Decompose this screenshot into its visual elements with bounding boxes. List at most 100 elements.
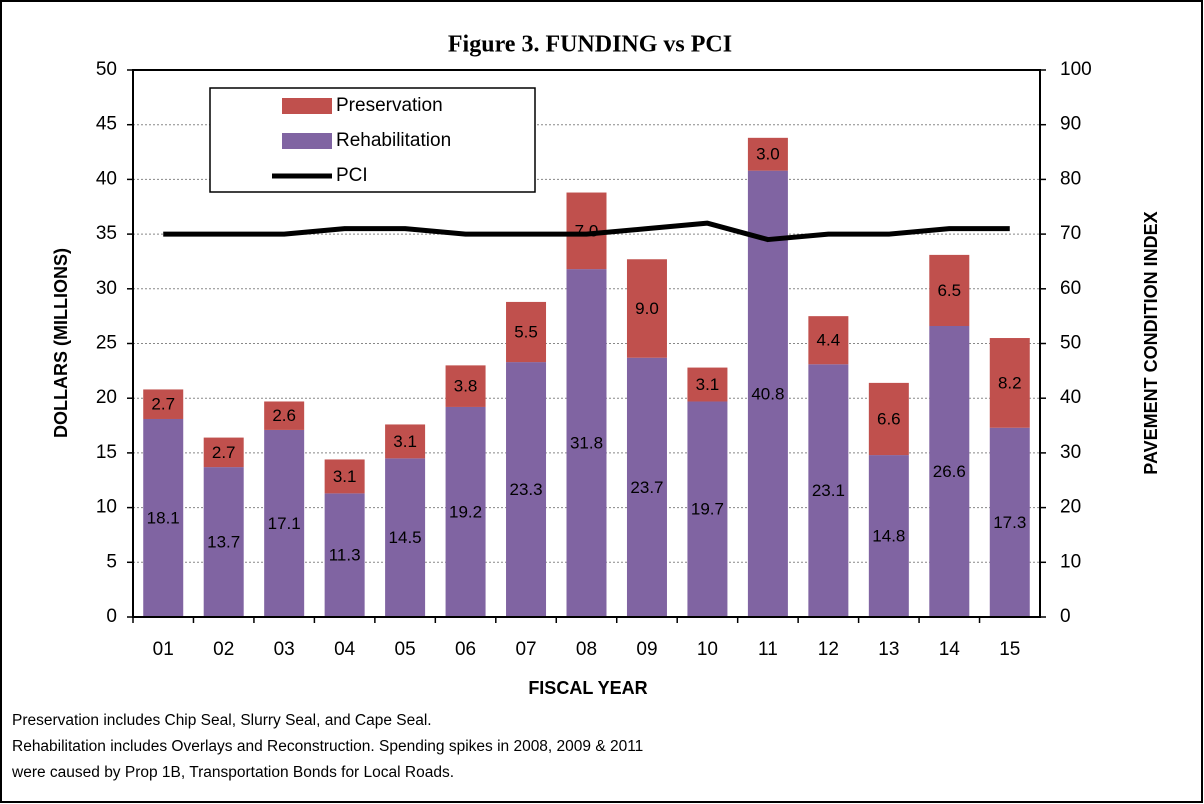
data-label: 7.0 bbox=[575, 221, 599, 240]
bar-segment bbox=[929, 325, 970, 617]
data-label: 13.7 bbox=[207, 533, 240, 552]
bar-segment bbox=[747, 170, 788, 617]
y-tick-label: 35 bbox=[96, 223, 117, 244]
data-label: 2.7 bbox=[151, 395, 175, 414]
note: were caused by Prop 1B, Transportation B… bbox=[11, 764, 454, 781]
note: Preservation includes Chip Seal, Slurry … bbox=[12, 712, 432, 729]
x-axis-label: FISCAL YEAR bbox=[528, 678, 647, 698]
bar-segment bbox=[626, 259, 667, 358]
data-label: 5.5 bbox=[514, 322, 538, 341]
data-label: 3.0 bbox=[756, 145, 780, 164]
x-tick-label: 09 bbox=[636, 639, 657, 660]
x-tick-label: 07 bbox=[515, 639, 536, 660]
y2-tick-label: 80 bbox=[1060, 168, 1081, 189]
y-tick-label: 45 bbox=[96, 114, 117, 135]
data-label: 2.6 bbox=[272, 406, 296, 425]
data-label: 26.6 bbox=[933, 462, 966, 481]
y-tick-label: 40 bbox=[96, 168, 117, 189]
x-tick-label: 06 bbox=[455, 639, 476, 660]
data-label: 3.1 bbox=[393, 432, 417, 451]
data-label: 9.0 bbox=[635, 299, 659, 318]
legend-label: Preservation bbox=[336, 95, 443, 116]
x-tick-label: 03 bbox=[274, 639, 295, 660]
data-label: 17.1 bbox=[268, 514, 301, 533]
y-axis-label: DOLLARS (MILLIONS) bbox=[51, 248, 71, 438]
y-tick-label: 20 bbox=[96, 387, 117, 408]
bar-segment bbox=[747, 137, 788, 171]
data-label: 3.1 bbox=[333, 467, 357, 486]
legend-swatch bbox=[282, 98, 332, 114]
y2-tick-label: 70 bbox=[1060, 223, 1081, 244]
y2-tick-label: 40 bbox=[1060, 387, 1081, 408]
line bbox=[163, 220, 1010, 243]
data-label: 31.8 bbox=[570, 434, 603, 453]
y2-tick-label: 50 bbox=[1060, 333, 1081, 354]
y2-tick-label: 0 bbox=[1060, 606, 1071, 627]
data-label: 23.3 bbox=[509, 480, 542, 499]
data-label: 40.8 bbox=[751, 384, 784, 403]
bar-segment bbox=[929, 254, 970, 326]
bar-segment bbox=[687, 367, 728, 402]
bar-segment bbox=[385, 424, 426, 459]
bar-segment bbox=[808, 364, 849, 617]
data-label: 3.1 bbox=[696, 375, 720, 394]
bar-segment bbox=[324, 459, 365, 494]
bar-segment bbox=[143, 418, 184, 617]
bar-segment bbox=[808, 316, 849, 365]
bar-segment bbox=[445, 406, 486, 617]
data-label: 19.7 bbox=[691, 500, 724, 519]
bar-segment bbox=[989, 338, 1030, 428]
legend-box bbox=[209, 87, 536, 193]
bar-segment bbox=[868, 382, 909, 456]
x-tick-label: 14 bbox=[939, 639, 961, 660]
data-label: 14.5 bbox=[389, 528, 422, 547]
bar-segment bbox=[626, 357, 667, 617]
bar-segment bbox=[324, 493, 365, 617]
data-label: 14.8 bbox=[872, 527, 905, 546]
y-tick-label: 0 bbox=[106, 606, 117, 627]
y2-axis-label: PAVEMENT CONDITION INDEX bbox=[1141, 211, 1161, 474]
y2-tick-label: 90 bbox=[1060, 114, 1081, 135]
x-tick-label: 04 bbox=[334, 639, 356, 660]
legend-label: PCI bbox=[336, 165, 368, 186]
x-tick-label: 12 bbox=[818, 639, 839, 660]
y-tick-label: 10 bbox=[96, 497, 117, 518]
bar-segment bbox=[143, 389, 184, 419]
bar-segment bbox=[989, 427, 1030, 617]
note: Rehabilitation includes Overlays and Rec… bbox=[12, 738, 643, 755]
y-tick-label: 5 bbox=[106, 551, 117, 572]
x-tick-label: 10 bbox=[697, 639, 718, 660]
bar-segment bbox=[506, 301, 547, 363]
y2-tick-label: 60 bbox=[1060, 278, 1081, 299]
y2-tick-label: 100 bbox=[1060, 59, 1092, 80]
x-tick-label: 01 bbox=[153, 639, 174, 660]
y2-tick-label: 10 bbox=[1060, 551, 1081, 572]
x-tick-label: 02 bbox=[213, 639, 234, 660]
y-tick-label: 15 bbox=[96, 442, 117, 463]
x-tick-label: 05 bbox=[395, 639, 416, 660]
bar-segment bbox=[868, 455, 909, 617]
x-tick-label: 11 bbox=[758, 639, 778, 660]
chart-title: Figure 3. FUNDING vs PCI bbox=[448, 32, 732, 58]
y2-tick-label: 30 bbox=[1060, 442, 1081, 463]
legend-swatch bbox=[282, 133, 332, 149]
data-label: 23.1 bbox=[812, 481, 845, 500]
data-label: 3.8 bbox=[454, 377, 478, 396]
data-label: 6.6 bbox=[877, 409, 901, 428]
data-label: 4.4 bbox=[817, 331, 841, 350]
bar-segment bbox=[385, 458, 426, 617]
legend-label: Rehabilitation bbox=[336, 130, 451, 151]
bar-segment bbox=[203, 467, 244, 617]
bar-segment bbox=[506, 362, 547, 617]
x-tick-label: 15 bbox=[999, 639, 1020, 660]
bar-segment bbox=[264, 429, 305, 617]
plot-border bbox=[132, 69, 1041, 618]
data-label: 19.2 bbox=[449, 502, 482, 521]
data-label: 6.5 bbox=[937, 281, 961, 300]
bar-segment bbox=[203, 437, 244, 468]
x-tick-label: 13 bbox=[878, 639, 899, 660]
y2-tick-label: 20 bbox=[1060, 497, 1081, 518]
y-tick-label: 50 bbox=[96, 59, 117, 80]
